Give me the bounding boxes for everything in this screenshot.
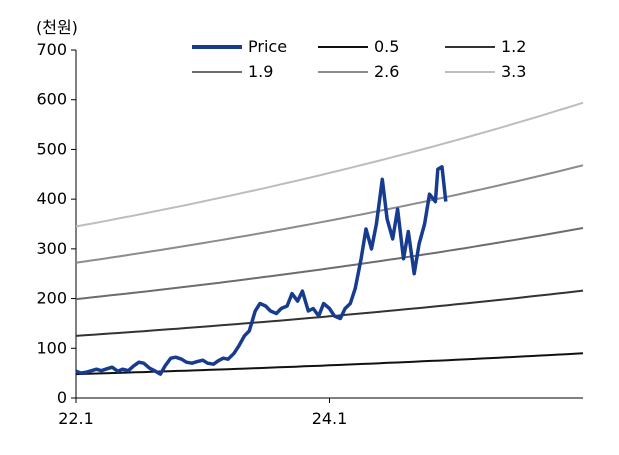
series-lines bbox=[75, 101, 584, 376]
y-tick-label: 100 bbox=[36, 338, 67, 357]
y-tick-label: 0 bbox=[57, 388, 67, 407]
legend-item: 1.2 bbox=[445, 37, 526, 56]
band-line-3-3 bbox=[75, 101, 584, 228]
axes: 0 100 200 300 400 500 600 700 22.1 24.1 bbox=[36, 40, 583, 428]
price-line bbox=[75, 165, 448, 376]
legend-item: 0.5 bbox=[318, 37, 399, 56]
legend-item: 2.6 bbox=[318, 62, 399, 81]
legend-label: 3.3 bbox=[501, 62, 526, 81]
y-tick-label: 600 bbox=[36, 90, 67, 109]
y-tick-label: 200 bbox=[36, 289, 67, 308]
y-tick-label: 700 bbox=[36, 40, 67, 59]
legend-item: Price bbox=[192, 37, 287, 56]
legend-label: 1.9 bbox=[248, 62, 273, 81]
band-line-1-9 bbox=[75, 227, 584, 301]
y-tick-label: 400 bbox=[36, 189, 67, 208]
legend-label: 0.5 bbox=[374, 37, 399, 56]
band-line-2-6 bbox=[75, 164, 584, 264]
legend-item: 3.3 bbox=[445, 62, 526, 81]
legend-label: 2.6 bbox=[374, 62, 399, 81]
legend-label: 1.2 bbox=[501, 37, 526, 56]
y-tick-label: 500 bbox=[36, 139, 67, 158]
legend-item: 1.9 bbox=[192, 62, 273, 81]
legend: Price 0.5 1.2 1.9 2.6 3.3 bbox=[192, 37, 526, 81]
y-tick-label: 300 bbox=[36, 239, 67, 258]
x-tick-label: 24.1 bbox=[312, 409, 348, 428]
y-unit-label: (천원) bbox=[36, 18, 78, 37]
legend-label: Price bbox=[248, 37, 287, 56]
x-tick-label: 22.1 bbox=[58, 409, 94, 428]
band-line-1-2 bbox=[75, 289, 584, 337]
